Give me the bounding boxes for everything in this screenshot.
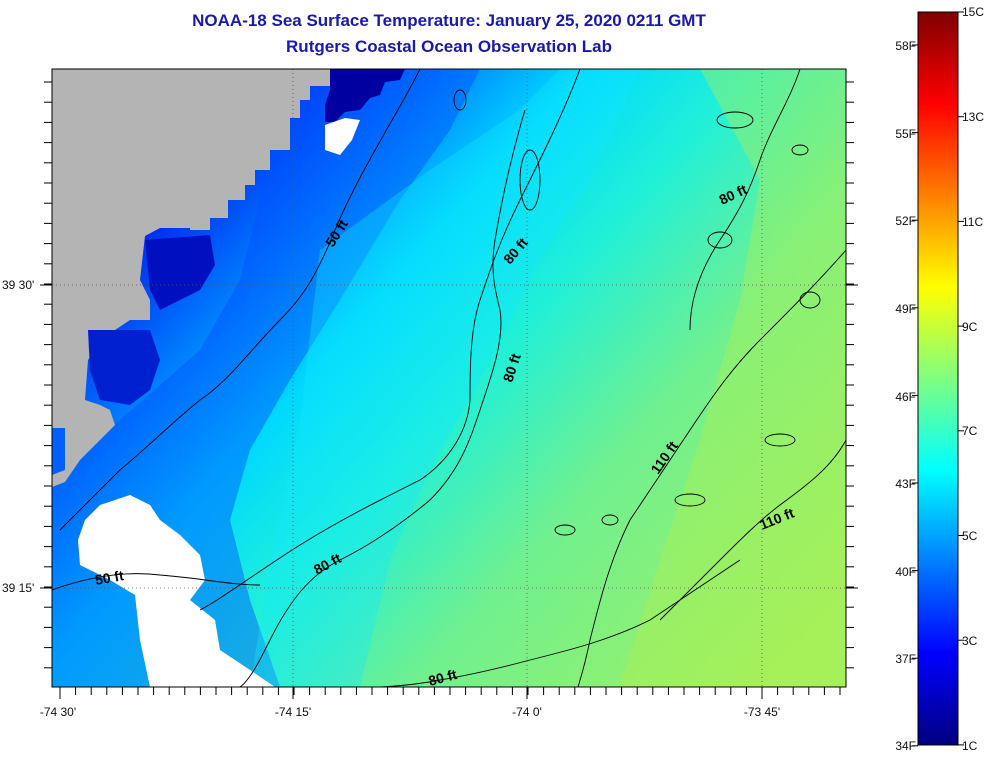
lon-label: -74 0' xyxy=(512,705,542,719)
lon-label: -73 45' xyxy=(743,705,781,719)
warm-water-band xyxy=(620,69,846,687)
contour-loop xyxy=(674,493,706,507)
contour-loop xyxy=(716,111,754,129)
colorbar-ticks xyxy=(912,11,964,747)
colorbar-c-label: 11C xyxy=(962,215,984,229)
colorbar-c-label: 13C xyxy=(962,110,985,124)
bay-water xyxy=(88,330,160,405)
axis-ticks xyxy=(40,81,858,699)
land-mass-upper-right xyxy=(325,69,405,122)
colorbar-f-label: 34F xyxy=(895,739,916,753)
colorbar-f-label: 58F xyxy=(895,39,916,53)
isobath-50ft-south xyxy=(52,573,261,591)
colorbar-f-label: 55F xyxy=(895,127,916,141)
contour-label: 80 ft xyxy=(427,666,459,689)
colorbar-c-label: 15C xyxy=(962,5,985,19)
colorbar-f-label: 37F xyxy=(895,652,916,666)
contour-loop xyxy=(707,231,733,249)
lon-label: -74 30' xyxy=(39,705,77,719)
contour-loop xyxy=(601,514,619,526)
cloud-mask xyxy=(78,495,275,687)
colorbar-f-label: 40F xyxy=(895,565,916,579)
lat-label: 39 30' xyxy=(2,278,35,292)
colorbar-c-label: 7C xyxy=(962,424,978,438)
isobath-80ft-south xyxy=(379,559,741,687)
colorbar-f-label: 52F xyxy=(895,214,916,228)
isobath-80ft-east xyxy=(689,69,801,331)
colorbar-c-label: 3C xyxy=(962,634,978,648)
colorbar-c-label: 5C xyxy=(962,529,978,543)
cyan-water-band xyxy=(250,69,640,687)
colorbar xyxy=(917,11,959,746)
contour-loop xyxy=(764,433,796,447)
contour-loop xyxy=(799,291,821,309)
bay-water xyxy=(145,235,215,310)
land-mass xyxy=(52,69,330,487)
isobath-110ft xyxy=(577,249,846,687)
contour-loop xyxy=(453,89,467,111)
contour-loop xyxy=(791,144,809,156)
map-subtitle: Rutgers Coastal Ocean Observation Lab xyxy=(286,37,612,56)
isobath-80ft-middle xyxy=(239,109,526,687)
colorbar-f-label: 46F xyxy=(895,390,916,404)
contour-loop xyxy=(554,524,576,536)
lon-label: -74 15' xyxy=(274,705,312,719)
colorbar-f-label: 43F xyxy=(895,477,916,491)
map-frame xyxy=(51,68,847,688)
isobath-50ft xyxy=(59,69,421,531)
isobath-80ft-north xyxy=(199,69,581,611)
map-title: NOAA-18 Sea Surface Temperature: January… xyxy=(192,11,706,30)
contour-loop xyxy=(519,149,541,211)
colorbar-c-label: 9C xyxy=(962,320,978,334)
bay-water xyxy=(52,428,65,475)
lat-label: 39 15' xyxy=(2,581,35,595)
contour-label: 50 ft xyxy=(94,567,125,588)
colorbar-c-label: 1C xyxy=(962,739,978,753)
isobath-110ft-south xyxy=(659,439,846,621)
cloud-mask xyxy=(325,118,360,155)
colorbar-f-label: 49F xyxy=(895,302,916,316)
